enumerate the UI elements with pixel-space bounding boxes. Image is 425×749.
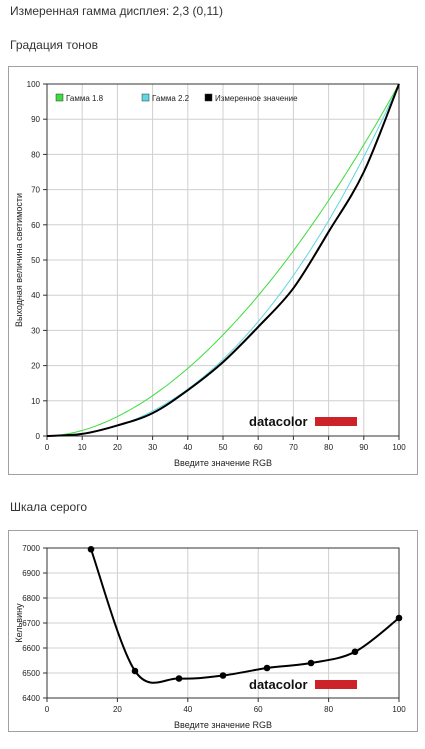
series-line-3: [46, 83, 400, 437]
kelvin-point: [131, 667, 139, 675]
x-tick-label: 100: [392, 705, 406, 714]
datacolor-logo-bar: [315, 417, 357, 426]
y-axis-label: Выходная величина светимости: [14, 193, 24, 327]
y-tick-label: 50: [31, 256, 40, 265]
y-tick-label: 80: [31, 150, 40, 159]
x-tick-label: 100: [392, 443, 406, 452]
legend-swatch-2: [141, 93, 150, 102]
y-tick-label: 100: [27, 80, 41, 89]
kelvin-point: [175, 675, 183, 682]
x-axis-label: Введите значение RGB: [174, 720, 272, 730]
x-tick-label: 40: [183, 443, 192, 452]
x-tick-label: 40: [183, 705, 192, 714]
y-tick-label: 6800: [22, 594, 40, 603]
x-tick-label: 0: [45, 705, 50, 714]
tone-chart-panel: 0 10 20 30 40 50 60 70 80 90 100 0 10 20 30 40 50 60 70 80 9…: [8, 66, 418, 475]
y-tick-label: 60: [31, 221, 40, 230]
y-tick-label: 0: [36, 432, 41, 441]
gray-scale-chart: 0 20 40 60 80 100 6400 6500 6600 6700 6800 6900 7000…: [14, 544, 406, 730]
x-tick-label: 90: [359, 443, 368, 452]
y-axis-label: Кельвину: [14, 603, 24, 643]
x-tick-label: 50: [219, 443, 228, 452]
gray-section-title: Шкала серого: [10, 500, 88, 514]
kelvin-point: [219, 672, 227, 679]
y-tick-label: 20: [31, 362, 40, 371]
tone-gradation-chart: 0 10 20 30 40 50 60 70 80 90 100 0 10 20 30 40 50 60 70 80 9…: [14, 80, 406, 468]
plot-frame: [46, 547, 400, 699]
series-line-1: [46, 83, 400, 437]
datacolor-logo-bar: [315, 680, 357, 689]
y-tick-label: 7000: [22, 544, 40, 553]
x-tick-label: 20: [113, 705, 122, 714]
legend-label-1: Гамма 1.8: [66, 94, 104, 103]
gamma-measurement-text: Измеренная гамма дисплея: 2,3 (0,11): [10, 4, 223, 18]
y-tick-label: 6900: [22, 569, 40, 578]
kelvin-point: [307, 659, 315, 667]
x-tick-label: 60: [254, 443, 263, 452]
y-tick-label: 6500: [22, 669, 40, 678]
x-tick-label: 80: [324, 705, 333, 714]
kelvin-line: [90, 548, 400, 684]
legend-swatch-1: [55, 93, 64, 102]
y-tick-label: 30: [31, 326, 40, 335]
kelvin-point: [263, 664, 271, 672]
y-tick-label: 6400: [22, 694, 40, 703]
y-tick-label: 90: [31, 115, 40, 124]
plot-frame: [46, 83, 400, 437]
y-tick-label: 10: [31, 397, 40, 406]
kelvin-point: [87, 545, 95, 553]
x-tick-label: 60: [254, 705, 263, 714]
datacolor-logo-text: datacolor: [249, 677, 308, 692]
x-tick-label: 0: [45, 443, 50, 452]
gray-chart-panel: 0 20 40 60 80 100 6400 6500 6600 6700 6800 6900 7000…: [8, 530, 418, 732]
datacolor-logo: datacolor: [249, 414, 357, 429]
x-tick-label: 70: [289, 443, 298, 452]
x-tick-label: 30: [148, 443, 157, 452]
legend-label-3: Измеренное значение: [215, 94, 298, 103]
y-tick-label: 70: [31, 186, 40, 195]
tone-section-title: Градация тонов: [10, 38, 98, 52]
x-tick-label: 20: [113, 443, 122, 452]
x-tick-label: 10: [78, 443, 87, 452]
y-tick-label: 6700: [22, 619, 40, 628]
kelvin-point: [395, 614, 403, 622]
x-axis-label: Введите значение RGB: [174, 458, 272, 468]
y-tick-label: 6600: [22, 644, 40, 653]
datacolor-logo-text: datacolor: [249, 414, 308, 429]
legend-swatch-3: [204, 93, 213, 102]
x-tick-label: 80: [324, 443, 333, 452]
kelvin-point: [351, 648, 359, 656]
datacolor-logo: datacolor: [249, 677, 357, 692]
legend-label-2: Гамма 2.2: [152, 94, 190, 103]
y-tick-label: 40: [31, 291, 40, 300]
